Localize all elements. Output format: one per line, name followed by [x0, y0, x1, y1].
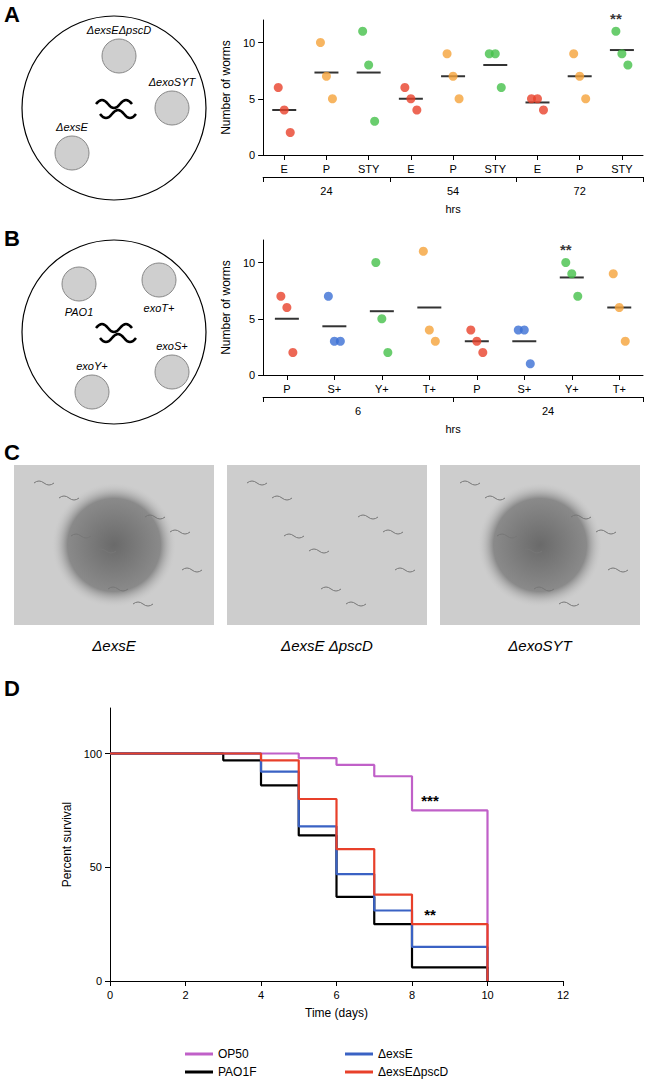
svg-text:0: 0: [249, 149, 255, 161]
svg-text:exoY+: exoY+: [76, 360, 108, 372]
svg-text:Time (days): Time (days): [305, 1006, 368, 1020]
svg-text:P: P: [449, 163, 456, 175]
svg-text:PAO1F: PAO1F: [218, 1065, 256, 1079]
svg-text:***: ***: [421, 792, 439, 809]
svg-text:S+: S+: [327, 383, 341, 395]
svg-text:ΔexsE ΔpscD: ΔexsE ΔpscD: [280, 637, 373, 654]
html-text:D: D: [4, 676, 20, 701]
svg-text:T+: T+: [613, 383, 626, 395]
svg-text:72: 72: [574, 185, 586, 197]
svg-text:OP50: OP50: [218, 1047, 249, 1061]
svg-text:0: 0: [249, 369, 255, 381]
svg-text:E: E: [534, 163, 541, 175]
svg-text:P: P: [323, 163, 330, 175]
svg-text:10: 10: [243, 37, 255, 49]
svg-text:10: 10: [481, 989, 493, 1001]
svg-text:ΔexoSYT: ΔexoSYT: [507, 637, 573, 654]
svg-text:5: 5: [249, 313, 255, 325]
svg-text:P: P: [576, 163, 583, 175]
html-text:C: C: [4, 440, 20, 465]
svg-text:24: 24: [320, 185, 332, 197]
svg-text:ΔexoSYT: ΔexoSYT: [148, 76, 197, 88]
svg-text:12: 12: [557, 989, 569, 1001]
svg-text:PAO1: PAO1: [65, 306, 94, 318]
html-text:B: B: [4, 226, 20, 251]
svg-text:Number of worms: Number of worms: [219, 260, 233, 355]
svg-text:10: 10: [243, 257, 255, 269]
svg-text:**: **: [560, 241, 572, 258]
svg-text:0: 0: [96, 975, 102, 987]
svg-text:ΔexsE: ΔexsE: [91, 637, 136, 654]
svg-text:T+: T+: [423, 383, 436, 395]
svg-text:Y+: Y+: [375, 383, 389, 395]
svg-text:hrs: hrs: [445, 423, 461, 435]
svg-text:**: **: [424, 906, 436, 923]
svg-text:STY: STY: [611, 163, 633, 175]
svg-text:54: 54: [447, 185, 459, 197]
svg-text:6: 6: [355, 405, 361, 417]
svg-text:0: 0: [107, 989, 113, 1001]
html-text:A: A: [4, 2, 20, 27]
svg-text:P: P: [473, 383, 480, 395]
svg-text:ΔexsEΔpscD: ΔexsEΔpscD: [378, 1065, 448, 1079]
svg-text:S+: S+: [517, 383, 531, 395]
svg-text:**: **: [610, 10, 622, 27]
svg-text:hrs: hrs: [445, 203, 461, 215]
svg-text:ΔexsEΔpscD: ΔexsEΔpscD: [86, 24, 151, 36]
svg-text:5: 5: [249, 93, 255, 105]
svg-text:24: 24: [542, 405, 554, 417]
svg-text:4: 4: [258, 989, 264, 1001]
svg-text:50: 50: [90, 861, 102, 873]
svg-text:E: E: [281, 163, 288, 175]
svg-text:exoT+: exoT+: [144, 302, 175, 314]
svg-text:Percent survival: Percent survival: [60, 802, 74, 887]
svg-text:ΔexsE: ΔexsE: [378, 1047, 413, 1061]
svg-text:2: 2: [182, 989, 188, 1001]
svg-text:Number of worms: Number of worms: [219, 40, 233, 135]
svg-text:P: P: [283, 383, 290, 395]
svg-text:E: E: [407, 163, 414, 175]
svg-text:Y+: Y+: [565, 383, 579, 395]
svg-text:6: 6: [333, 989, 339, 1001]
svg-text:STY: STY: [358, 163, 380, 175]
svg-text:exoS+: exoS+: [156, 340, 188, 352]
svg-text:8: 8: [409, 989, 415, 1001]
svg-text:STY: STY: [485, 163, 507, 175]
svg-text:ΔexsE: ΔexsE: [55, 121, 88, 133]
svg-text:100: 100: [84, 748, 102, 760]
